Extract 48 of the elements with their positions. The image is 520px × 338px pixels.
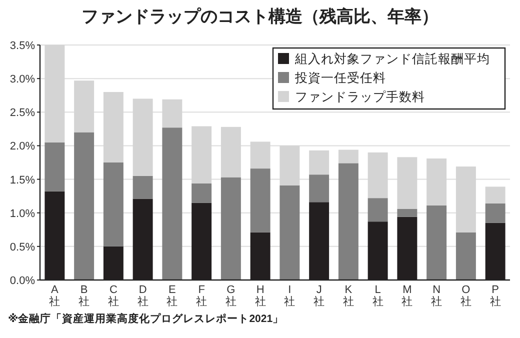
x-tick-label: D社 — [137, 284, 148, 308]
bar — [397, 208, 418, 217]
y-tick-label: 3.0% — [10, 74, 36, 86]
bar — [162, 128, 182, 280]
legend-label: ファンドラップ手数料 — [295, 90, 425, 104]
x-tick-label: C社 — [108, 284, 119, 308]
x-tick-label: F社 — [196, 284, 208, 308]
y-tick-label: 3.5% — [10, 40, 36, 52]
bar — [309, 150, 330, 175]
x-tick-label: J社 — [314, 284, 325, 308]
y-tick-label: 1.0% — [10, 208, 36, 220]
x-tick-label: A社 — [49, 284, 60, 308]
bar — [368, 198, 388, 222]
legend-label: 投資一任受任料 — [294, 71, 386, 85]
y-tick-label: 0.0% — [10, 275, 36, 287]
bar — [338, 150, 358, 164]
y-tick-label: 0.5% — [10, 241, 36, 254]
bar — [338, 163, 358, 280]
bar — [309, 174, 330, 202]
bar — [192, 183, 212, 203]
y-tick-label: 2.0% — [10, 140, 36, 153]
x-tick-label: I社 — [284, 284, 296, 308]
bar — [426, 205, 447, 280]
x-tick-label: B社 — [78, 284, 90, 308]
bar — [132, 176, 153, 199]
x-tick-label: N社 — [431, 284, 442, 308]
x-tick-label: K社 — [342, 284, 354, 308]
x-tick-label: G社 — [225, 284, 236, 308]
bar — [485, 186, 506, 204]
text: ※金融庁「資産運用業高度化プログレスレポート2021」 — [8, 312, 284, 325]
x-tick-label: H社 — [254, 284, 266, 308]
chart-title: ファンドラップのコスト構造（残高比、年率） — [82, 7, 438, 26]
y-tick-label: 1.5% — [10, 174, 36, 186]
x-tick-label: E社 — [166, 284, 178, 308]
x-tick-label: O社 — [460, 284, 472, 308]
legend-label: 組入れ対象ファンド信託報酬平均 — [294, 51, 490, 66]
y-tick-label: 2.5% — [10, 107, 36, 120]
bar — [220, 177, 241, 280]
bar — [456, 232, 476, 280]
bar — [485, 203, 506, 223]
x-tick-label: P社 — [490, 284, 501, 308]
x-tick-label: L社 — [372, 284, 384, 308]
bar — [103, 162, 124, 246]
x-tick-label: M社 — [402, 284, 413, 308]
bar — [74, 132, 94, 280]
bar — [44, 142, 65, 192]
bar — [280, 185, 300, 280]
bar — [250, 168, 270, 232]
